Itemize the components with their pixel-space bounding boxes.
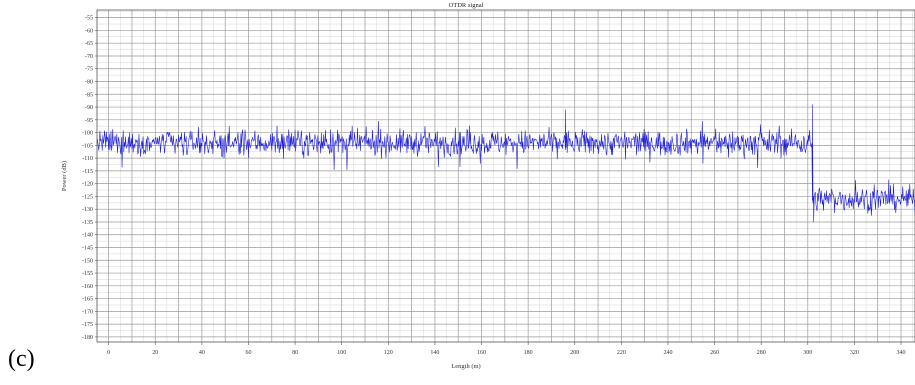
y-tick-label: -145 xyxy=(82,246,93,252)
x-tick-label: 200 xyxy=(570,350,579,356)
y-tick-label: -110 xyxy=(82,156,93,162)
y-tick-label: -120 xyxy=(82,182,93,188)
y-tick-label: -135 xyxy=(82,220,93,226)
y-tick-label: -155 xyxy=(82,271,93,277)
x-tick-label: 340 xyxy=(897,350,906,356)
y-tick-label: -180 xyxy=(82,335,93,341)
y-tick-label: -140 xyxy=(82,233,93,239)
x-tick-label: 220 xyxy=(617,350,626,356)
x-tick-label: 140 xyxy=(430,350,439,356)
x-tick-label: 260 xyxy=(710,350,719,356)
y-tick-label: -125 xyxy=(82,194,93,200)
y-tick-label: -70 xyxy=(85,54,93,60)
y-tick-label: -150 xyxy=(82,258,93,264)
y-tick-label: -95 xyxy=(85,118,93,124)
x-tick-label: 40 xyxy=(199,350,205,356)
x-tick-label: 180 xyxy=(524,350,533,356)
chart-title: OTDR signal xyxy=(449,2,484,9)
y-tick-label: -105 xyxy=(82,143,93,149)
y-tick-label: -60 xyxy=(85,28,93,34)
plot-frame xyxy=(96,9,915,343)
y-tick-label: -90 xyxy=(85,105,93,111)
y-tick-label: -160 xyxy=(82,284,93,290)
y-tick-label: -75 xyxy=(85,67,93,73)
x-tick-label: 80 xyxy=(292,350,298,356)
x-tick-label: 100 xyxy=(337,350,346,356)
y-tick-label: -170 xyxy=(82,309,93,315)
y-tick-label: -130 xyxy=(82,207,93,213)
x-tick-label: 280 xyxy=(757,350,766,356)
series-line-otdr-signal xyxy=(97,104,915,222)
grid-minor xyxy=(97,10,915,342)
x-tick-label: 320 xyxy=(850,350,859,356)
y-tick-label: -65 xyxy=(85,41,93,47)
x-axis-ticks: 0 20 40 60 80 100 120 140 160 180 200 220 240 260 280 3… xyxy=(107,342,906,356)
y-tick-label: -115 xyxy=(82,169,93,175)
x-tick-label: 0 xyxy=(107,350,110,356)
panel-label: (c) xyxy=(8,346,35,372)
y-tick-label: -80 xyxy=(85,80,93,86)
y-tick-label: -100 xyxy=(82,131,93,137)
x-tick-label: 60 xyxy=(245,350,251,356)
x-axis-title: Length (m) xyxy=(451,363,480,370)
x-tick-label: 20 xyxy=(152,350,158,356)
y-axis-title: Power (dB) xyxy=(61,161,68,191)
x-tick-label: 160 xyxy=(477,350,486,356)
x-tick-label: 300 xyxy=(803,350,812,356)
y-tick-label: -55 xyxy=(85,16,93,22)
x-tick-label: 240 xyxy=(663,350,672,356)
y-tick-label: -165 xyxy=(82,297,93,303)
y-tick-label: -85 xyxy=(85,92,93,98)
x-tick-label: 120 xyxy=(384,350,393,356)
y-axis-ticks: -55 -60 -65 -70 -75 -80 -85 -90 -95 -100 -105 -110 -… xyxy=(82,16,97,341)
series-layer xyxy=(97,104,915,222)
y-tick-label: -175 xyxy=(82,322,93,328)
